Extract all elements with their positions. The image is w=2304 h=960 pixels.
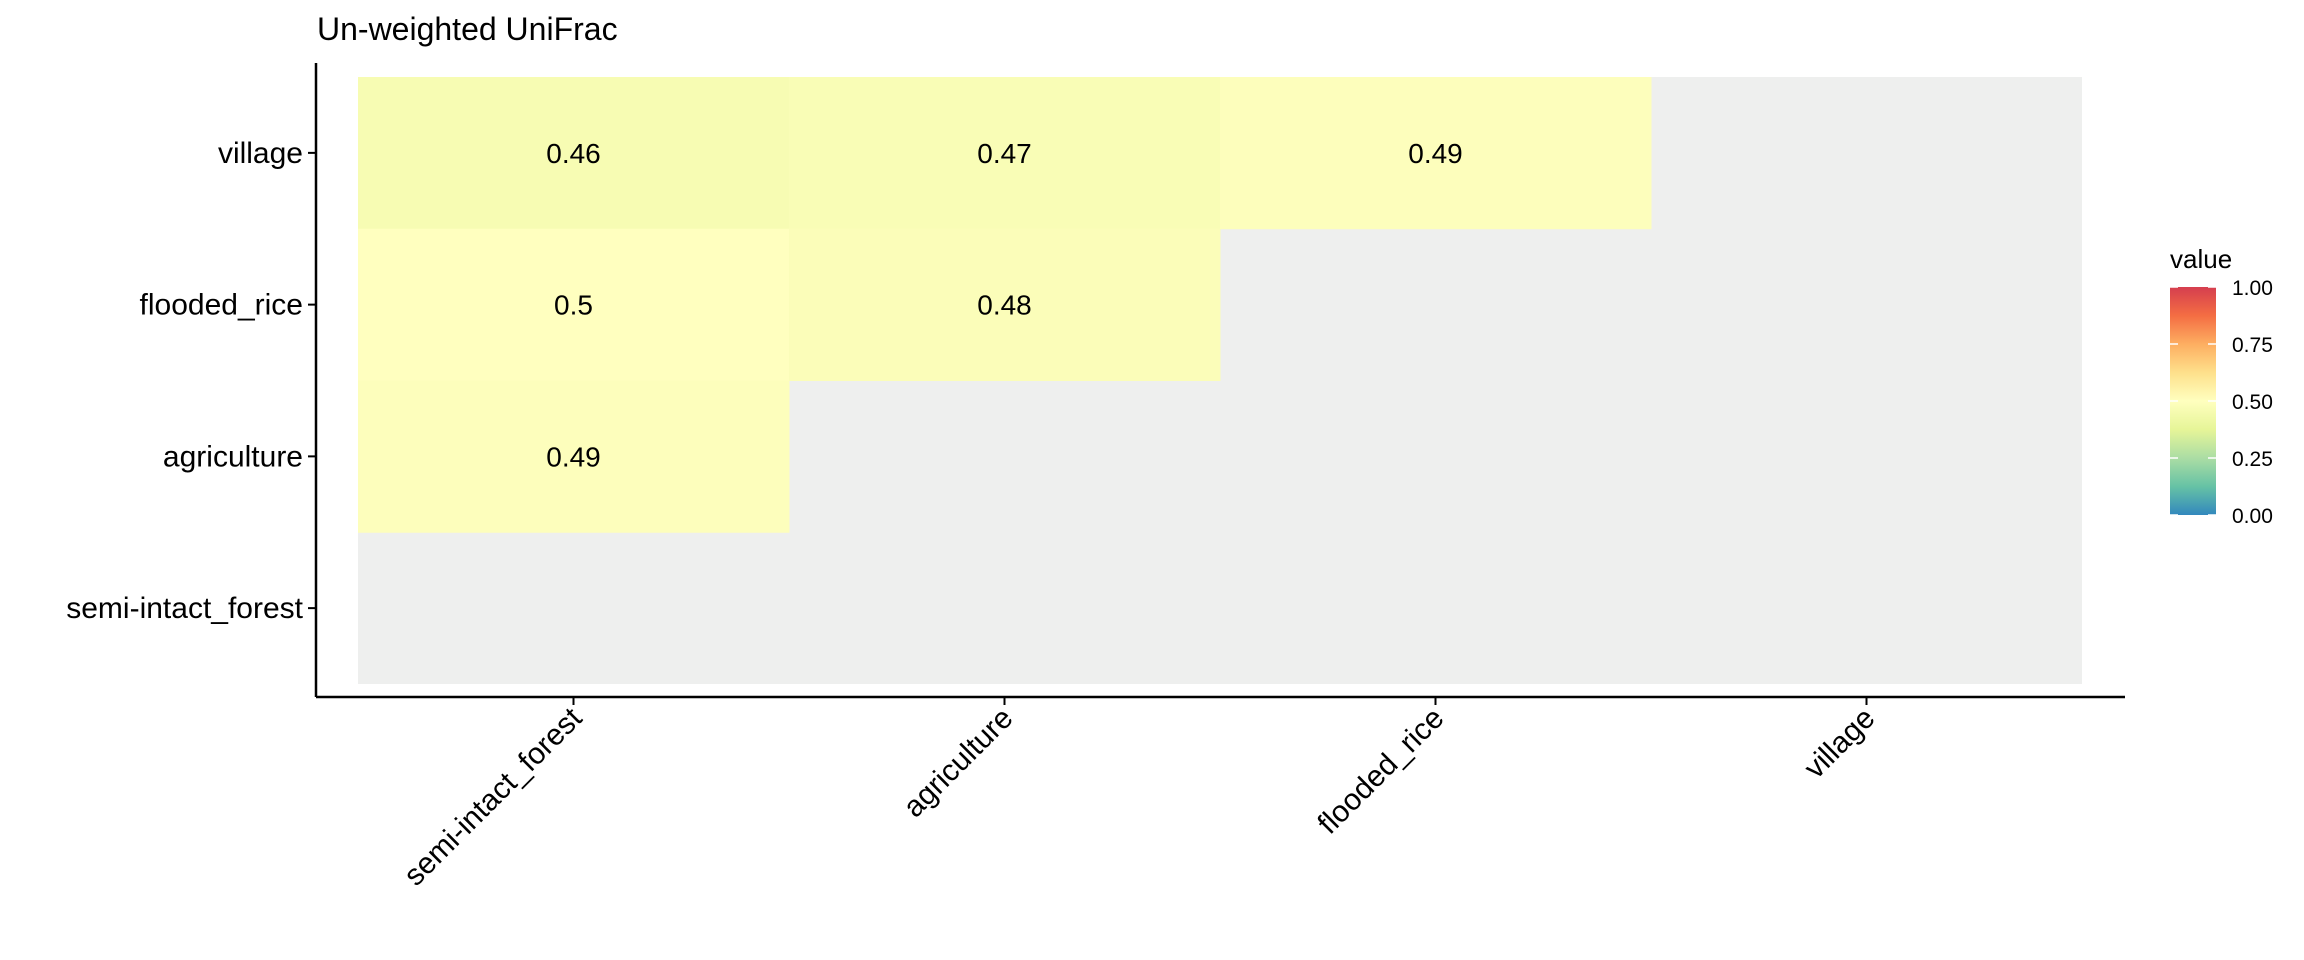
y-tick-label-semi-intact-forest: semi-intact_forest <box>66 592 303 625</box>
legend-tick-label: 0.50 <box>2232 391 2273 414</box>
x-tick-label-semi-intact-forest: semi-intact_forest <box>398 701 589 892</box>
y-tick-label-village: village <box>218 137 303 170</box>
legend-tick-label: 0.25 <box>2232 448 2273 471</box>
heatmap-cell-agriculture-semi-intact-forest <box>358 380 790 533</box>
cell-value-label: 0.49 <box>546 441 601 472</box>
cell-value-label: 0.46 <box>546 138 601 169</box>
chart-title: Un-weighted UniFrac <box>317 11 618 47</box>
y-tick-label-flooded-rice: flooded_rice <box>140 289 303 322</box>
heatmap-cell-flooded-rice-semi-intact-forest <box>358 228 790 381</box>
legend-tick-label: 1.00 <box>2232 277 2273 300</box>
cell-value-label: 0.5 <box>554 290 593 321</box>
legend-tick-label: 0.75 <box>2232 334 2273 357</box>
legend-title: value <box>2170 244 2232 274</box>
legend-tick-label: 0.00 <box>2232 505 2273 528</box>
cell-value-label: 0.47 <box>977 138 1032 169</box>
cell-value-label: 0.48 <box>977 290 1032 321</box>
cell-value-label: 0.49 <box>1408 138 1463 169</box>
heatmap-cell-village-agriculture <box>789 77 1221 230</box>
x-tick-label-flooded-rice: flooded_rice <box>1312 702 1451 841</box>
y-tick-label-agriculture: agriculture <box>163 440 303 473</box>
heatmap-cell-village-semi-intact-forest <box>358 77 790 230</box>
heatmap-cell-village-flooded-rice <box>1220 77 1652 230</box>
x-tick-label-agriculture: agriculture <box>897 702 1019 824</box>
plot-area: 0.46 0.47 0.49 0.5 0.48 0.49 <box>358 77 2082 684</box>
heatmap-cell-flooded-rice-agriculture <box>789 228 1221 381</box>
legend: value 1.00 0.75 0.50 0.25 0.00 <box>2170 244 2273 528</box>
x-tick-label-village: village <box>1798 702 1881 785</box>
